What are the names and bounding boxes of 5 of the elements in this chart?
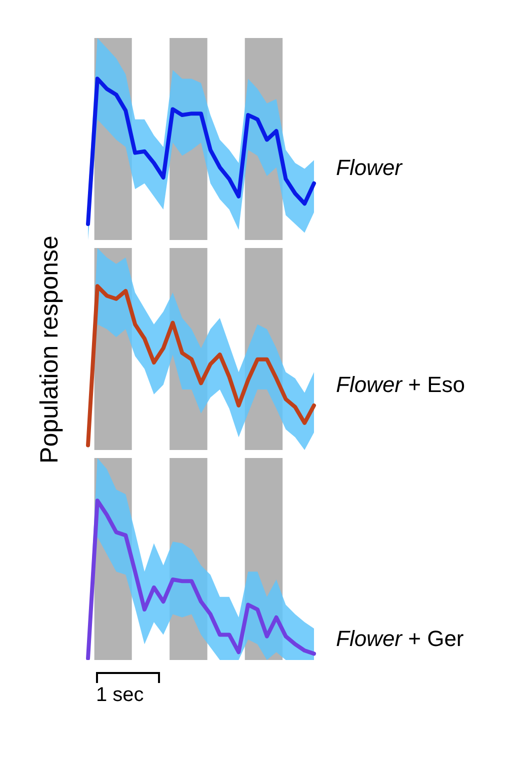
series-label: Flower + Eso bbox=[336, 372, 465, 396]
text: 1 sec bbox=[96, 684, 145, 707]
y-axis-title: Population response bbox=[36, 234, 64, 466]
series-label: Flower bbox=[336, 155, 402, 180]
series-label: Flower + Ger bbox=[336, 626, 464, 651]
